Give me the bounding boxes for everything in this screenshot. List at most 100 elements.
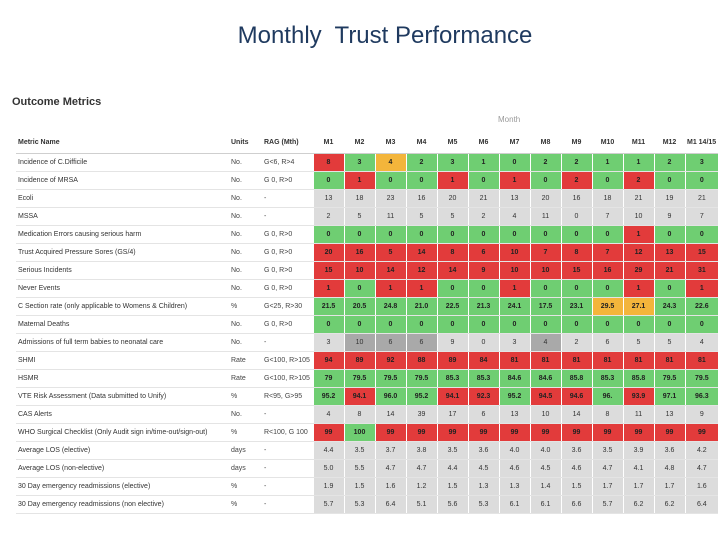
metric-value-cell: 0 — [405, 171, 437, 190]
metric-value-cell: 3 — [312, 333, 344, 352]
metric-value-cell: 79.5 — [405, 369, 437, 388]
metric-name: Incidence of C.Difficile — [16, 153, 229, 172]
metric-value-cell: 79.5 — [343, 369, 375, 388]
metric-value-cell: 95.2 — [498, 387, 530, 406]
metric-value-cell: 2 — [560, 171, 592, 190]
metric-value-cell: 0 — [374, 225, 406, 244]
metric-value-cell: 0 — [653, 279, 685, 298]
metric-rag-threshold: G<25, R>30 — [262, 297, 313, 316]
metric-name: Never Events — [16, 279, 229, 298]
metric-rag-threshold: G<100, R>105 — [262, 369, 313, 388]
metric-value-cell: 0 — [653, 225, 685, 244]
metric-value-cell: 81 — [622, 351, 654, 370]
metric-name: WHO Surgical Checklist (Only Audit sign … — [16, 423, 229, 442]
metric-name: Maternal Deaths — [16, 315, 229, 334]
metric-value-cell: 0 — [467, 171, 499, 190]
column-header: M10 — [592, 131, 623, 154]
metric-value-cell: 2 — [467, 207, 499, 226]
table-row: Average LOS (non-elective) days -5.0 5.5 4.7… — [16, 459, 719, 478]
metric-value-cell: 16 — [560, 189, 592, 208]
metric-value-cell: 5 — [405, 207, 437, 226]
metric-units: % — [229, 423, 262, 442]
metric-units: % — [229, 477, 262, 496]
table-row: Maternal Deaths No. G 0, R>0 0 0 0 0 0 0 0 0 0 0 0 0 0 — [16, 315, 719, 334]
metric-value-cell: 0 — [591, 171, 623, 190]
column-header: Units — [229, 131, 262, 154]
metric-value-cell: 21 — [684, 189, 719, 208]
metric-rag-threshold: - — [262, 189, 313, 208]
metric-value-cell: 7 — [591, 207, 623, 226]
metric-value-cell: 0 — [560, 279, 592, 298]
metric-value-cell: 3.5 — [436, 441, 468, 460]
metric-value-cell: 10 — [622, 207, 654, 226]
metric-value-cell: 20.5 — [343, 297, 375, 316]
metric-value-cell: 1.5 — [436, 477, 468, 496]
metric-rag-threshold: G 0, R>0 — [262, 279, 313, 298]
metric-value-cell: 0 — [405, 315, 437, 334]
metric-value-cell: 79.5 — [684, 369, 719, 388]
metric-value-cell: 79.5 — [653, 369, 685, 388]
metric-units: No. — [229, 207, 262, 226]
metric-value-cell: 16 — [591, 261, 623, 280]
metric-units: days — [229, 459, 262, 478]
metric-units: % — [229, 297, 262, 316]
metric-value-cell: 6.2 — [653, 495, 685, 514]
metric-value-cell: 84 — [467, 351, 499, 370]
metric-value-cell: 6.6 — [560, 495, 592, 514]
metric-value-cell: 11 — [529, 207, 561, 226]
metric-value-cell: 11 — [622, 405, 654, 424]
metric-value-cell: 4.5 — [467, 459, 499, 478]
metric-units: days — [229, 441, 262, 460]
metric-value-cell: 0 — [498, 315, 530, 334]
metric-rag-threshold: G<100, R>105 — [262, 351, 313, 370]
metric-units: No. — [229, 333, 262, 352]
table-row: Average LOS (elective) days -4.4 3.5 3.7 3.8 3… — [16, 441, 719, 460]
metric-name: Incidence of MRSA — [16, 171, 229, 190]
metric-value-cell: 14 — [405, 243, 437, 262]
metric-value-cell: 6.1 — [498, 495, 530, 514]
metric-value-cell: 10 — [498, 243, 530, 262]
metric-name: Medication Errors causing serious harm — [16, 225, 229, 244]
metric-units: No. — [229, 261, 262, 280]
metric-rag-threshold: G 0, R>0 — [262, 171, 313, 190]
metric-value-cell: 39 — [405, 405, 437, 424]
metric-value-cell: 1 — [498, 171, 530, 190]
metric-value-cell: 1.5 — [560, 477, 592, 496]
metric-value-cell: 6 — [467, 405, 499, 424]
metric-value-cell: 3.7 — [374, 441, 406, 460]
metric-value-cell: 9 — [467, 261, 499, 280]
metric-value-cell: 10 — [498, 261, 530, 280]
metric-value-cell: 89 — [343, 351, 375, 370]
metric-value-cell: 2 — [560, 153, 592, 172]
metric-name: Serious Incidents — [16, 261, 229, 280]
metric-value-cell: 99 — [312, 423, 344, 442]
metric-value-cell: 0 — [312, 315, 344, 334]
metric-rag-threshold: - — [262, 477, 313, 496]
metric-rag-threshold: R<100, G 100 — [262, 423, 313, 442]
metric-value-cell: 13 — [312, 189, 344, 208]
metric-value-cell: 22.5 — [436, 297, 468, 316]
metric-value-cell: 4.0 — [498, 441, 530, 460]
metric-value-cell: 79 — [312, 369, 344, 388]
table-row: VTE Risk Assessment (Data submitted to U… — [16, 387, 719, 406]
metric-name: SHMI — [16, 351, 229, 370]
metric-value-cell: 8 — [312, 153, 344, 172]
metric-value-cell: 97.1 — [653, 387, 685, 406]
metric-value-cell: 92.3 — [467, 387, 499, 406]
metric-units: No. — [229, 405, 262, 424]
metric-value-cell: 1.2 — [405, 477, 437, 496]
metric-value-cell: 88 — [405, 351, 437, 370]
metric-value-cell: 5 — [653, 333, 685, 352]
metric-value-cell: 1 — [622, 279, 654, 298]
table-row: CAS Alerts No. -4 8 14 39 17 6 13 10 14 8 11 13 9 — [16, 405, 719, 424]
metric-value-cell: 23 — [374, 189, 406, 208]
metric-value-cell: 85.3 — [467, 369, 499, 388]
metric-value-cell: 95.2 — [405, 387, 437, 406]
metric-value-cell: 3 — [498, 333, 530, 352]
column-header: RAG (Mth) — [262, 131, 313, 154]
column-header: M8 — [530, 131, 561, 154]
metric-value-cell: 21.0 — [405, 297, 437, 316]
metric-value-cell: 1.4 — [529, 477, 561, 496]
column-header: M12 — [654, 131, 685, 154]
metric-value-cell: 9 — [653, 207, 685, 226]
